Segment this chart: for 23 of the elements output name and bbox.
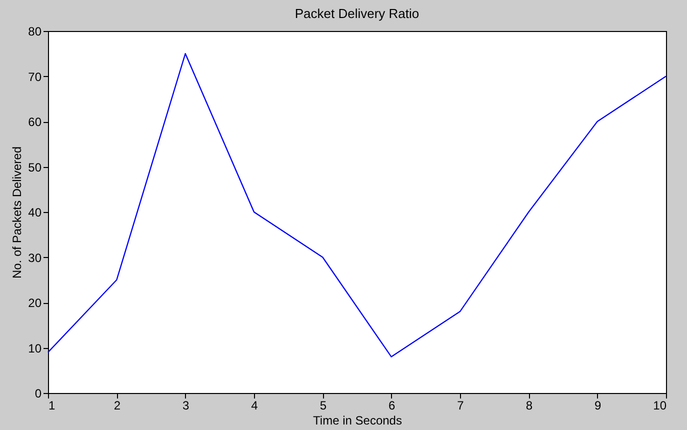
- x-tick-label: 1: [48, 398, 56, 412]
- y-tick-label: 60: [28, 115, 42, 129]
- x-tick-label: 5: [320, 398, 327, 412]
- y-tick-label: 10: [28, 341, 42, 356]
- y-tick-label: 40: [28, 206, 42, 220]
- x-tick-label: 8: [526, 398, 533, 412]
- x-tick-label: 9: [594, 398, 602, 412]
- y-axis-title: No. of Packets Delivered: [10, 146, 24, 279]
- chart-title: Packet Delivery Ratio: [294, 6, 420, 21]
- y-tick-label: 30: [28, 250, 42, 265]
- x-axis-title: Time in Seconds: [313, 414, 402, 428]
- y-tick-label: 50: [28, 160, 42, 174]
- y-tick-label: 80: [28, 24, 42, 38]
- line-series: [47, 53, 667, 358]
- x-tick-label: 4: [251, 398, 258, 412]
- y-tick-label: 0: [34, 386, 42, 400]
- x-tick-label: 7: [457, 398, 464, 412]
- x-tick-label: 10: [653, 398, 667, 412]
- x-tick-label: 3: [182, 398, 190, 412]
- x-tick-label: 6: [388, 398, 396, 412]
- x-tick-label: 2: [114, 398, 121, 412]
- y-tick-label: 70: [28, 70, 42, 84]
- y-tick-label: 20: [28, 296, 42, 310]
